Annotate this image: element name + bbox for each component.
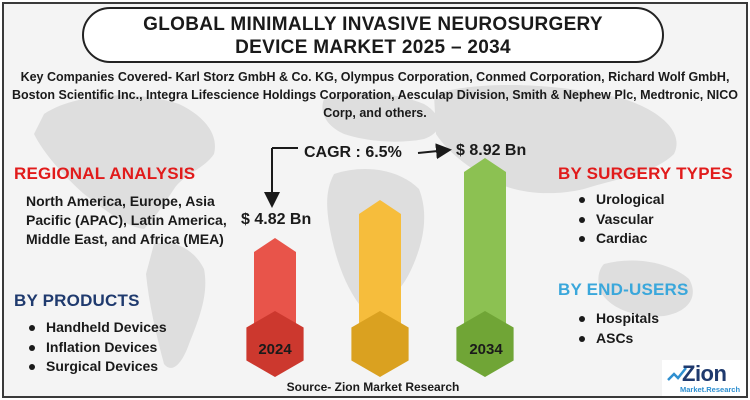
list-item: ASCs <box>576 329 659 349</box>
list-item: Hospitals <box>576 309 659 329</box>
by-products-heading: BY PRODUCTS <box>14 291 140 310</box>
bar-base-hexagon <box>456 311 514 377</box>
regional-analysis-heading: REGIONAL ANALYSIS <box>14 164 196 183</box>
cagr-label: CAGR : 6.5% <box>304 144 402 161</box>
bar-base-hexagon <box>246 311 304 377</box>
surgery-types-list: Urological Vascular Cardiac <box>576 190 664 249</box>
key-companies-text: Key Companies Covered- Karl Storz GmbH &… <box>11 70 739 120</box>
title-banner: GLOBAL MINIMALLY INVASIVE NEUROSURGERY D… <box>82 7 664 63</box>
bar-base-hexagon <box>351 311 409 377</box>
logo-subtitle: Market.Research <box>680 385 741 394</box>
zion-logo <box>662 360 746 396</box>
by-surgery-types-heading: BY SURGERY TYPES <box>558 164 733 183</box>
value-label-2034: $ 8.92 Bn <box>456 142 527 159</box>
bar-2034 <box>464 158 506 344</box>
title-line-2: DEVICE MARKET 2025 – 2034 <box>235 37 511 58</box>
title-line-1: GLOBAL MINIMALLY INVASIVE NEUROSURGERY <box>143 14 603 35</box>
list-item: Handheld Devices <box>26 318 167 338</box>
year-label-2034: 2034 <box>469 341 503 358</box>
list-item: Inflation Devices <box>26 338 167 358</box>
logo-name: Zion <box>682 361 727 386</box>
list-item: Urological <box>576 190 664 210</box>
by-end-users-heading: BY END-USERS <box>558 280 689 299</box>
end-users-list: Hospitals ASCs <box>576 309 659 348</box>
products-list: Handheld Devices Inflation Devices Surgi… <box>26 318 167 377</box>
right-arrow <box>417 143 452 160</box>
list-item: Surgical Devices <box>26 357 167 377</box>
list-item: Cardiac <box>576 229 664 249</box>
value-label-2024: $ 4.82 Bn <box>241 211 312 228</box>
year-label-2024: 2024 <box>258 341 292 358</box>
bar-middle <box>359 200 401 344</box>
regional-analysis-text: North America, Europe, Asia Pacific (APA… <box>26 193 227 247</box>
source-text: Source- Zion Market Research <box>286 380 460 394</box>
list-item: Vascular <box>576 210 664 230</box>
